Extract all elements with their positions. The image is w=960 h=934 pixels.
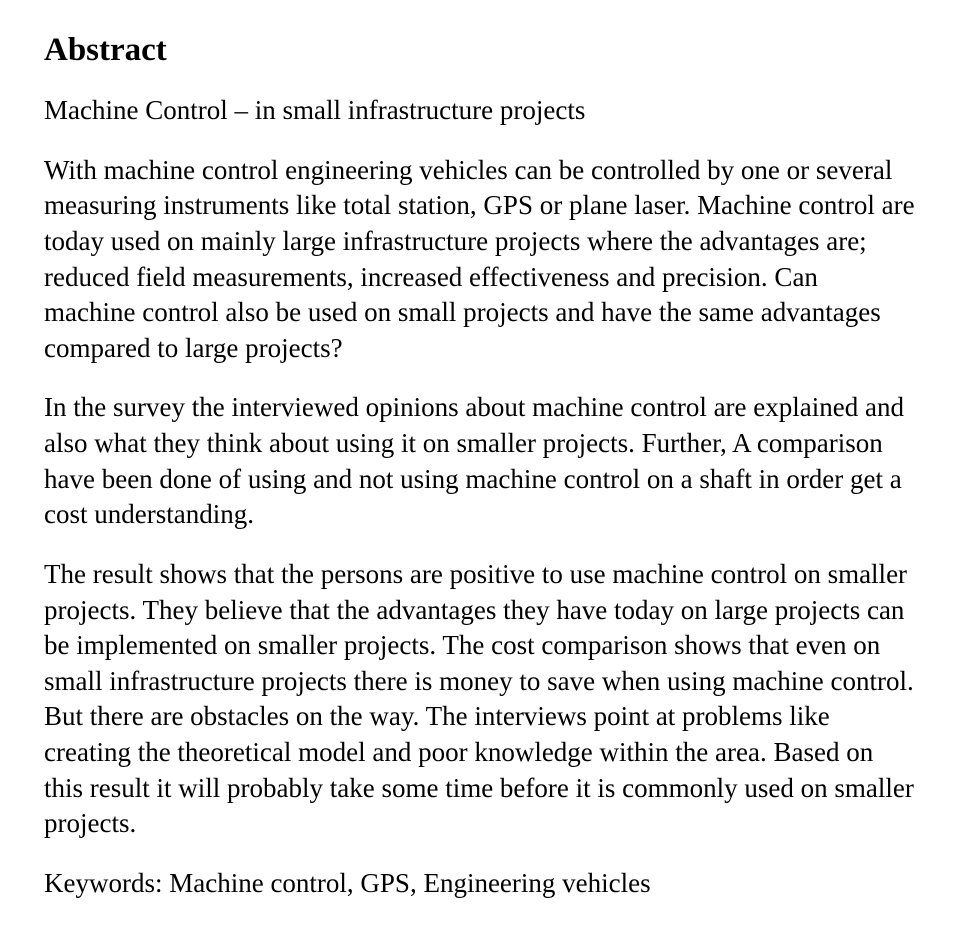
abstract-keywords: Keywords: Machine control, GPS, Engineer…	[44, 866, 916, 902]
abstract-subtitle: Machine Control – in small infrastructur…	[44, 93, 916, 129]
abstract-paragraph-3: The result shows that the persons are po…	[44, 557, 916, 842]
abstract-paragraph-2: In the survey the interviewed opinions a…	[44, 390, 916, 533]
abstract-heading: Abstract	[44, 32, 916, 69]
abstract-paragraph-1: With machine control engineering vehicle…	[44, 153, 916, 367]
